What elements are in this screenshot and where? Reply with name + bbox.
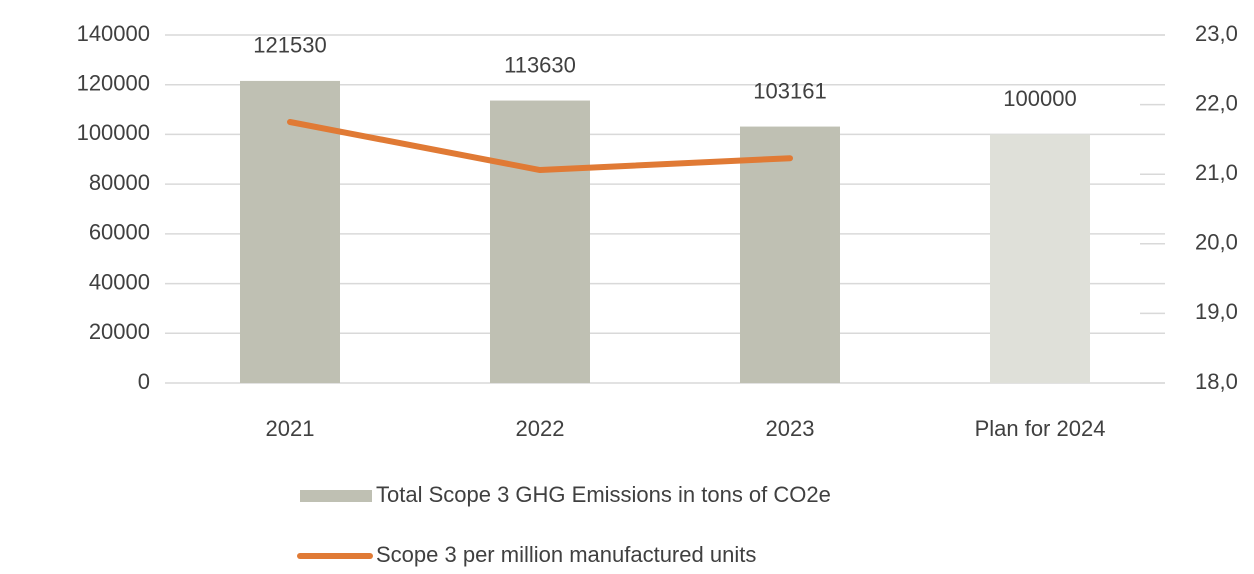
- y-tick-label: 20000: [89, 319, 150, 344]
- y2-tick-label: 19,0: [1195, 299, 1238, 324]
- y-tick-label: 80000: [89, 170, 150, 195]
- bar: [740, 126, 840, 383]
- y2-tick-label: 22,0: [1195, 90, 1238, 115]
- x-tick-label: 2022: [516, 416, 565, 441]
- data-label: 103161: [753, 78, 826, 103]
- y-tick-label: 140000: [77, 21, 150, 46]
- y-tick-label: 40000: [89, 269, 150, 294]
- y-tick-label: 60000: [89, 220, 150, 245]
- bar: [490, 100, 590, 384]
- legend-label: Scope 3 per million manufactured units: [376, 542, 756, 567]
- y-tick-label: 0: [138, 369, 150, 394]
- y2-tick-label: 21,0: [1195, 160, 1238, 185]
- x-tick-label: 2023: [766, 416, 815, 441]
- y-tick-label: 100000: [77, 120, 150, 145]
- x-tick-label: Plan for 2024: [975, 416, 1106, 441]
- legend-label: Total Scope 3 GHG Emissions in tons of C…: [376, 482, 831, 507]
- y-tick-label: 120000: [77, 71, 150, 96]
- y2-tick-label: 23,0: [1195, 21, 1238, 46]
- y2-tick-label: 20,0: [1195, 230, 1238, 255]
- data-label: 121530: [253, 33, 326, 58]
- line: [287, 119, 793, 174]
- legend-swatch: [300, 490, 372, 502]
- bar: [990, 134, 1090, 383]
- data-label: 113630: [504, 52, 576, 77]
- x-tick-label: 2021: [266, 416, 315, 441]
- y2-tick-label: 18,0: [1195, 369, 1238, 394]
- data-label: 100000: [1003, 86, 1076, 111]
